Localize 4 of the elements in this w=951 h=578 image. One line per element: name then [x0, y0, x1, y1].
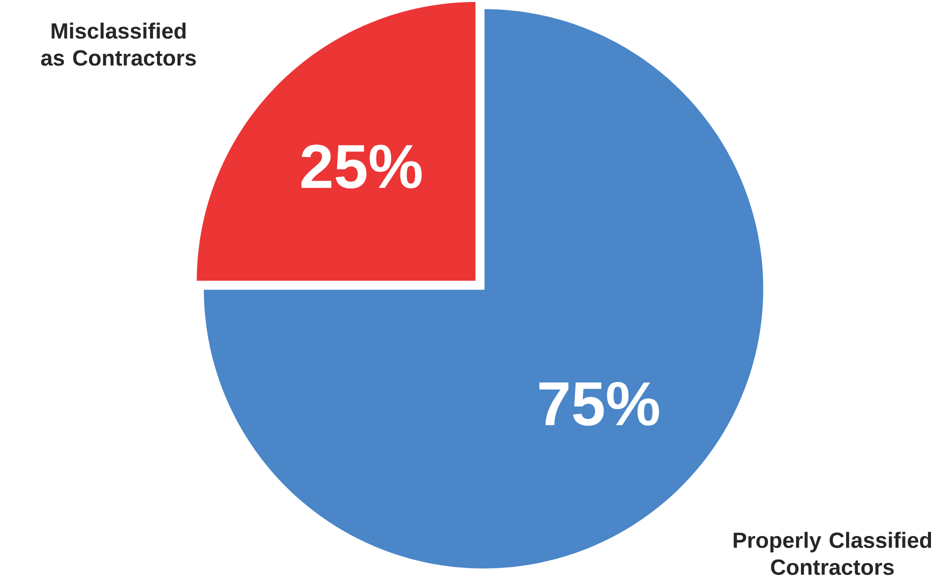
slice-label: Misclassified as Contractors: [41, 22, 196, 66]
slice-label: Properly Classified Contractors: [734, 532, 932, 575]
data-label: 75%: [539, 382, 659, 426]
data-label: 25%: [301, 144, 422, 188]
